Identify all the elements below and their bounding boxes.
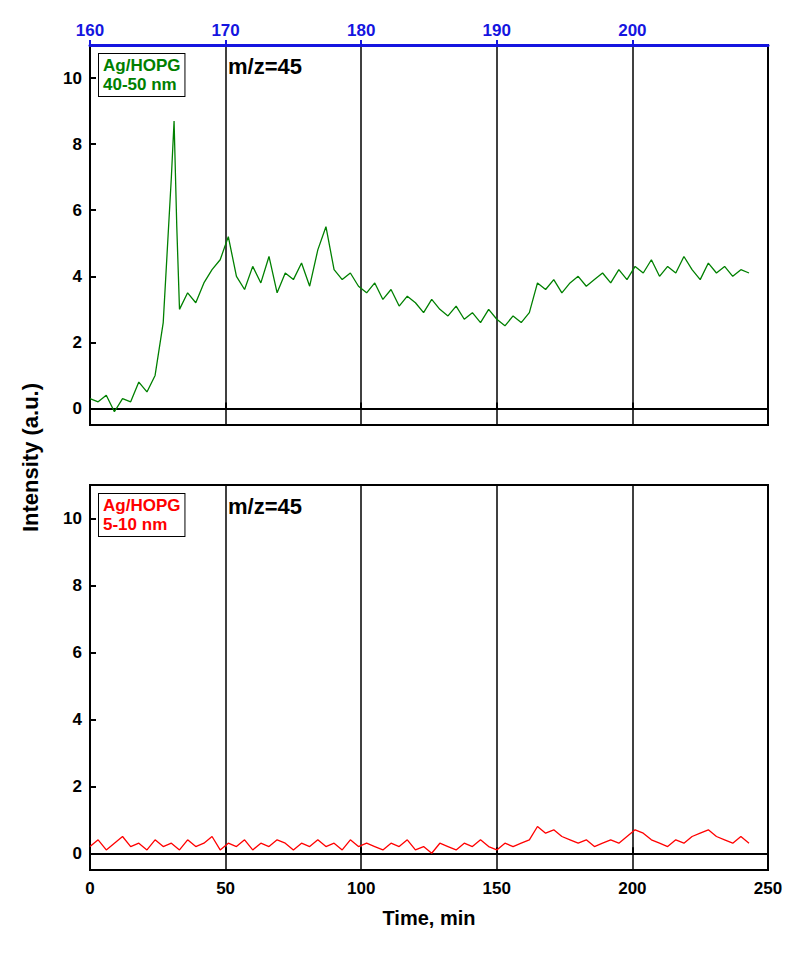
svg-text:50: 50 [216,879,235,898]
svg-text:Intensity (a.u.): Intensity (a.u.) [18,383,43,532]
svg-text:40-50 nm: 40-50 nm [103,75,177,94]
svg-text:Ag/HOPG: Ag/HOPG [103,496,180,515]
svg-text:Time, min: Time, min [383,907,476,929]
svg-text:10: 10 [63,69,82,88]
svg-text:10: 10 [63,509,82,528]
svg-text:m/z=45: m/z=45 [228,494,302,519]
svg-text:4: 4 [73,710,83,729]
svg-text:6: 6 [73,201,82,220]
svg-text:0: 0 [73,399,82,418]
svg-text:0: 0 [85,879,94,898]
svg-text:170: 170 [211,21,239,40]
svg-text:Ag/HOPG: Ag/HOPG [103,56,180,75]
svg-text:8: 8 [73,135,82,154]
svg-text:5-10 nm: 5-10 nm [103,515,167,534]
svg-text:160: 160 [76,21,104,40]
svg-text:0: 0 [73,844,82,863]
svg-text:250: 250 [754,879,782,898]
svg-text:200: 200 [618,879,646,898]
svg-text:150: 150 [483,879,511,898]
svg-text:200: 200 [618,21,646,40]
svg-text:4: 4 [73,267,83,286]
svg-text:6: 6 [73,643,82,662]
svg-text:m/z=45: m/z=45 [228,54,302,79]
svg-text:8: 8 [73,576,82,595]
svg-text:180: 180 [347,21,375,40]
svg-text:190: 190 [483,21,511,40]
svg-text:2: 2 [73,333,82,352]
svg-text:2: 2 [73,777,82,796]
svg-text:100: 100 [347,879,375,898]
